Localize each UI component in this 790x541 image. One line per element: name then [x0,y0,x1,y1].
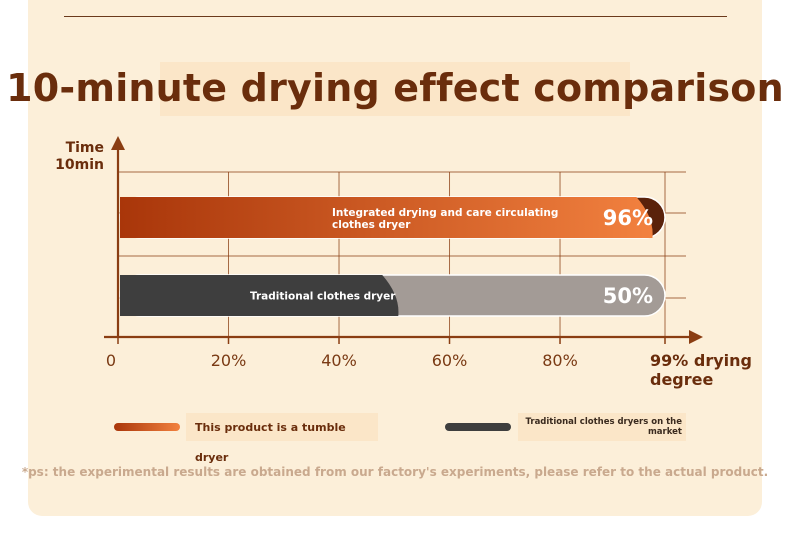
bar-label-1: Traditional clothes dryer [250,291,396,303]
top-divider [64,16,727,17]
bar-label-line-1: Integrated drying and care circulating [332,207,558,219]
x-axis-arrow [689,330,703,344]
footnote: *ps: the experimental results are obtain… [21,465,769,479]
x-axis-title-line-1: 99% drying [650,351,752,370]
y-axis-arrow [111,136,125,150]
legend-swatch-traditional [445,423,511,431]
bar-label-0: Integrated drying and care circulating cl… [332,207,558,231]
x-tick-label-20: 20% [211,351,247,370]
bar-fill-0 [120,197,653,238]
x-tick-label-40: 40% [321,351,357,370]
bar-fill-1 [120,275,399,316]
chart-title: 10-minute drying effect comparison [6,66,784,110]
y-axis-title-line-1: Time [65,140,104,156]
x-tick-label-0: 0 [106,351,116,370]
y-axis-title-line-2: 10min [55,157,104,173]
legend-label-product: This product is a tumble dryer [186,413,378,464]
x-axis-title-line-2: degree [650,370,714,389]
bar-value-label-0: 96% [603,206,653,230]
bar-value-label-1: 50% [603,284,653,308]
x-axis-title: 99% drying degree [650,351,752,389]
y-axis-title: Time 10min [48,140,104,174]
title-highlight [160,62,630,116]
x-tick-label-80: 80% [542,351,578,370]
x-tick-label-60: 60% [432,351,468,370]
bar-label-line-2: clothes dryer [332,219,411,231]
bar-traditional-dryer [119,274,666,317]
legend-swatch-product [114,423,180,431]
legend-label-traditional: Traditional clothes dryers on the market [518,413,686,441]
bar-integrated-dryer [119,196,666,239]
